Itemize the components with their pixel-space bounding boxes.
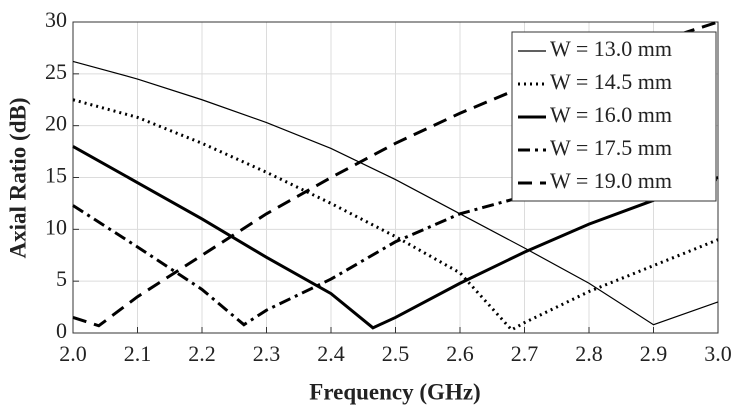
x-tick-label: 2.2: [188, 341, 216, 366]
x-tick-label: 2.8: [575, 341, 603, 366]
x-axis-label: Frequency (GHz): [309, 379, 480, 404]
y-tick-label: 10: [45, 214, 67, 239]
y-tick-label: 15: [45, 163, 67, 188]
legend-label: W = 17.5 mm: [550, 135, 672, 160]
legend-label: W = 16.0 mm: [550, 102, 672, 127]
series-line: [72, 60, 719, 326]
legend-label: W = 19.0 mm: [550, 168, 672, 193]
x-tick-label: 2.6: [446, 341, 474, 366]
x-tick-label: 2.1: [124, 341, 152, 366]
x-tick-label: 2.5: [382, 341, 410, 366]
y-tick-label: 5: [56, 266, 67, 291]
y-tick-label: 25: [45, 59, 67, 84]
x-tick-label: 3.0: [704, 341, 732, 366]
x-tick-label: 2.7: [511, 341, 539, 366]
x-tick-label: 2.9: [640, 341, 668, 366]
y-tick-label: 0: [56, 318, 67, 343]
y-tick-label: 30: [45, 7, 67, 32]
series-line: [72, 98, 719, 332]
y-axis-label: Axial Ratio (dB): [5, 98, 30, 259]
x-tick-label: 2.0: [59, 341, 87, 366]
y-tick-label: 20: [45, 111, 67, 136]
legend-label: W = 14.5 mm: [550, 69, 672, 94]
x-tick-label: 2.4: [317, 341, 345, 366]
series-line: [72, 145, 719, 330]
x-tick-label: 2.3: [253, 341, 281, 366]
legend-label: W = 13.0 mm: [550, 36, 672, 61]
